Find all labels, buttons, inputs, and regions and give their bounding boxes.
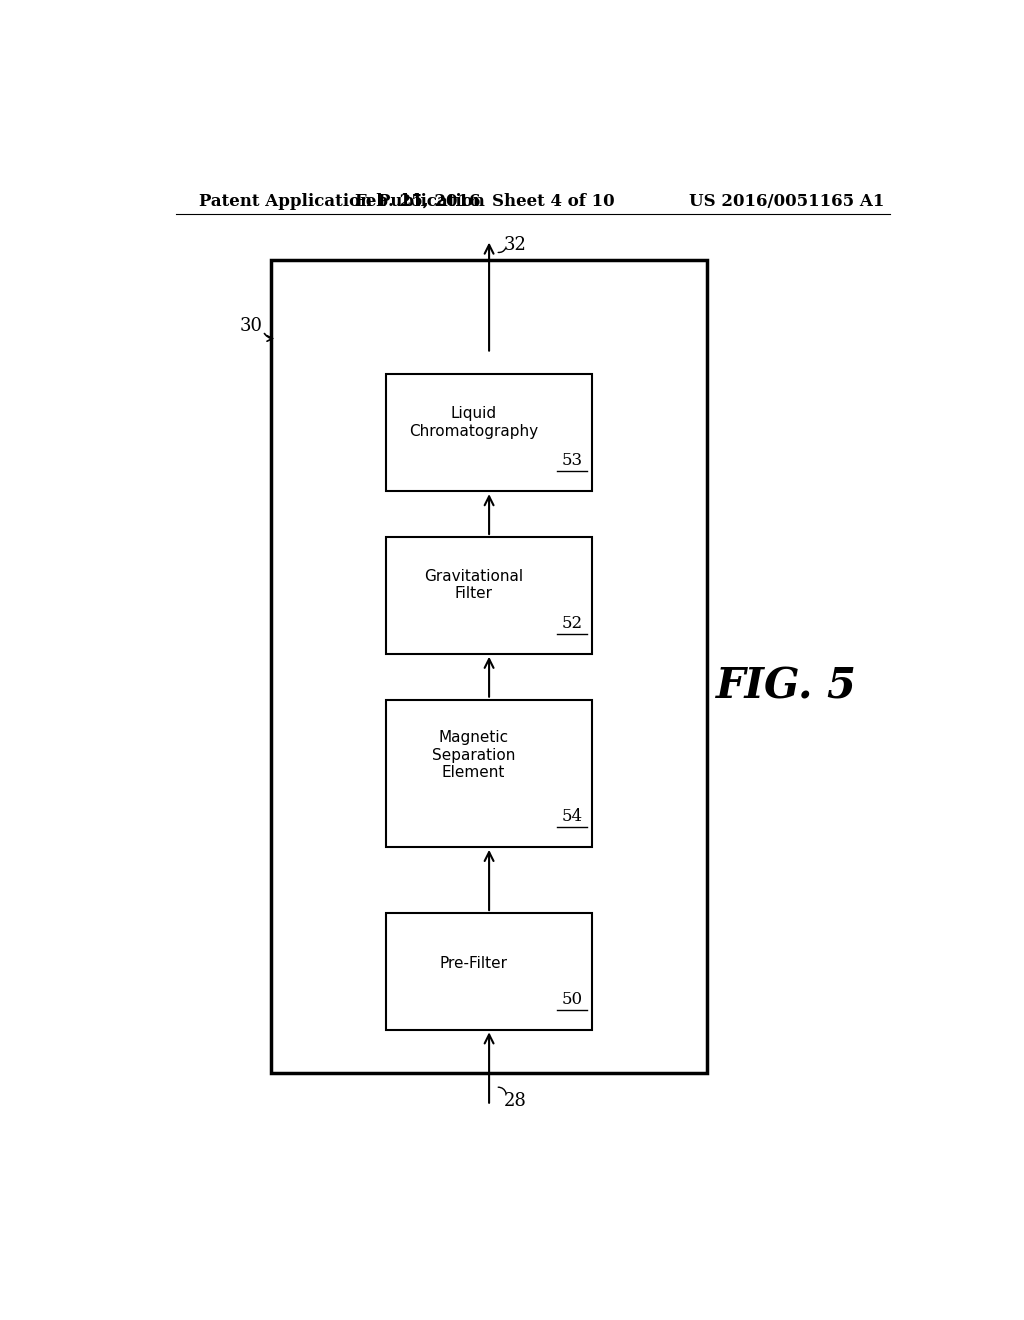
Text: 28: 28 xyxy=(504,1092,526,1110)
Text: 52: 52 xyxy=(562,615,583,631)
Bar xyxy=(270,260,708,1073)
Bar xyxy=(386,537,592,653)
Text: Pre-Filter: Pre-Filter xyxy=(439,956,507,972)
Text: FIG. 5: FIG. 5 xyxy=(716,665,857,708)
Text: 54: 54 xyxy=(562,808,583,825)
Text: Magnetic
Separation
Element: Magnetic Separation Element xyxy=(431,730,515,780)
Text: 30: 30 xyxy=(240,317,262,335)
Text: Patent Application Publication: Patent Application Publication xyxy=(200,193,485,210)
Text: Liquid
Chromatography: Liquid Chromatography xyxy=(409,407,538,438)
Bar xyxy=(386,700,592,847)
Text: Feb. 25, 2016  Sheet 4 of 10: Feb. 25, 2016 Sheet 4 of 10 xyxy=(355,193,615,210)
Bar xyxy=(386,913,592,1030)
Bar xyxy=(386,375,592,491)
Text: Gravitational
Filter: Gravitational Filter xyxy=(424,569,523,602)
Text: 50: 50 xyxy=(562,990,583,1007)
Text: 32: 32 xyxy=(504,236,526,253)
Text: US 2016/0051165 A1: US 2016/0051165 A1 xyxy=(689,193,885,210)
Text: 53: 53 xyxy=(562,451,583,469)
